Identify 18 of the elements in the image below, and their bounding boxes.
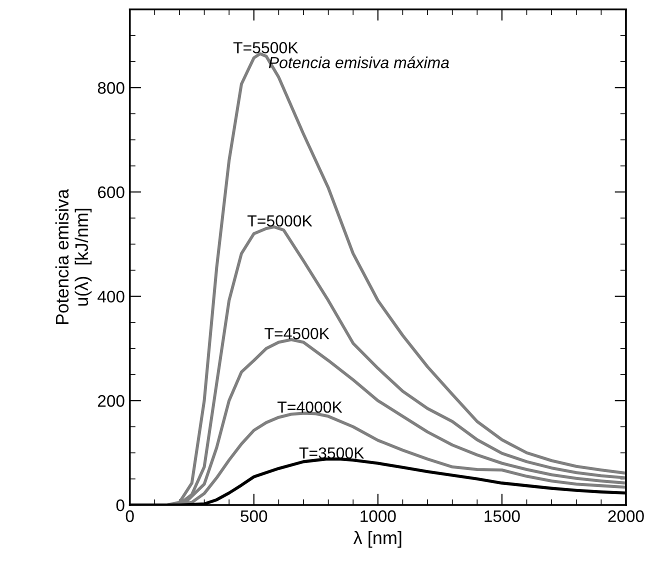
y-tick-label: 400 <box>98 290 124 303</box>
x-axis-title: λ [nm] <box>353 530 402 548</box>
x-tick-label: 2000 <box>608 510 644 522</box>
y-tick-label: 0 <box>116 499 124 512</box>
y-tick-label: 800 <box>98 82 124 94</box>
x-tick-label: 1000 <box>360 510 396 522</box>
x-tick-label: 0 <box>126 510 134 522</box>
series-label: T=4000K <box>278 401 342 413</box>
series-label: T=5500K <box>233 42 298 54</box>
annotation: Potencia emisiva máxima <box>268 56 449 68</box>
y-axis-title: Potencia emisiva u(λ) [kJ/nm] <box>55 188 92 324</box>
x-tick-label: 1500 <box>484 510 520 522</box>
series-label: T=3500K <box>299 447 364 459</box>
x-tick-label: 500 <box>240 510 268 522</box>
y-tick-label: 600 <box>98 186 124 198</box>
y-tick-label: 200 <box>98 395 124 407</box>
series-label: T=4500K <box>264 328 330 340</box>
series-label: T=5000K <box>248 215 312 227</box>
